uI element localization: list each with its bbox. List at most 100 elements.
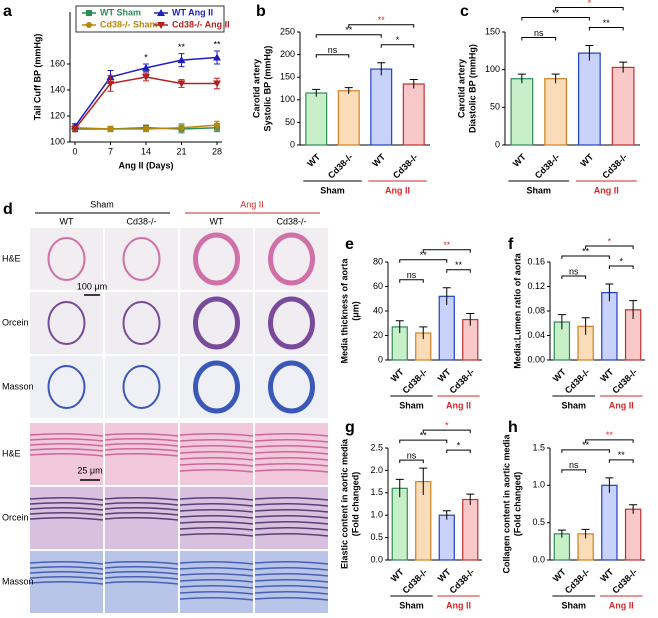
column-label: Cd38-/- bbox=[126, 216, 156, 226]
significance-label: ** bbox=[420, 431, 428, 441]
panel-letter: a bbox=[3, 3, 12, 20]
y-axis-label: Carotid artery bbox=[251, 59, 261, 118]
group-label: Ang II bbox=[594, 185, 619, 195]
image-tile bbox=[255, 356, 328, 418]
vessel-ring bbox=[122, 301, 161, 345]
bar bbox=[438, 295, 455, 361]
significance-label: * bbox=[588, 0, 592, 8]
y-tick-label: 250 bbox=[280, 26, 295, 36]
tissue-stripe bbox=[104, 432, 179, 437]
y-tick-label: 2.5 bbox=[370, 442, 383, 452]
row-label: H&E bbox=[2, 448, 21, 458]
x-tick-label: WT bbox=[598, 567, 615, 584]
row-label: Orcein bbox=[2, 317, 29, 327]
group-label: Ang II bbox=[609, 600, 634, 610]
bar bbox=[624, 508, 642, 561]
tissue-stripe bbox=[254, 456, 329, 461]
error-bar bbox=[581, 317, 590, 335]
significance-label: ns bbox=[328, 45, 338, 55]
significance-bracket bbox=[585, 439, 634, 443]
row-label: H&E bbox=[2, 253, 21, 263]
x-tick-label: WT bbox=[598, 367, 615, 384]
x-axis-label: Ang II (Days) bbox=[118, 160, 173, 170]
significance-bracket bbox=[555, 7, 624, 11]
y-axis-label: (μm) bbox=[350, 301, 360, 321]
error-bar bbox=[395, 478, 404, 498]
tissue-stripe bbox=[29, 452, 104, 457]
y-tick-label: 0.5 bbox=[532, 517, 545, 527]
y-tick-label: 100 bbox=[280, 94, 295, 104]
y-tick-label: 0 bbox=[495, 139, 500, 149]
x-tick-label: WT bbox=[436, 567, 453, 584]
error-bar bbox=[344, 87, 353, 94]
error-bar bbox=[585, 45, 594, 61]
x-tick-label: WT bbox=[436, 367, 453, 384]
panel-letter: b bbox=[256, 3, 266, 20]
panel-letter: f bbox=[508, 236, 514, 253]
image-tile bbox=[180, 228, 253, 290]
tissue-stripe bbox=[254, 508, 329, 513]
y-tick-label: 0.0 bbox=[370, 554, 383, 564]
y-tick-label: 20 bbox=[373, 330, 383, 340]
group-label: Ang II bbox=[609, 400, 634, 410]
significance-bracket bbox=[348, 24, 415, 28]
legend-label: WT Ang II bbox=[172, 7, 213, 17]
significance-bracket bbox=[446, 449, 471, 454]
image-tile bbox=[255, 551, 328, 613]
image-tile bbox=[180, 423, 253, 485]
data-point bbox=[177, 56, 186, 64]
y-tick-label: 1.5 bbox=[532, 442, 545, 452]
tissue-stripe bbox=[254, 462, 329, 467]
x-tick-label: WT bbox=[551, 367, 568, 384]
x-tick-label: WT bbox=[551, 567, 568, 584]
legend-marker bbox=[157, 9, 165, 16]
tissue-stripe bbox=[179, 508, 254, 513]
tissue-stripe bbox=[104, 570, 179, 575]
image-tile bbox=[180, 292, 253, 354]
group-label: Sham bbox=[90, 199, 114, 209]
error-bar bbox=[557, 314, 566, 330]
bar bbox=[510, 78, 534, 146]
x-tick-label: WT bbox=[389, 367, 406, 384]
group-label: Sham bbox=[561, 400, 586, 410]
scale-label: 100 μm bbox=[77, 281, 107, 291]
y-tick-label: 140 bbox=[50, 84, 65, 94]
y-tick-label: 100 bbox=[50, 136, 65, 146]
significance-bracket bbox=[561, 449, 610, 453]
row-label: Orcein bbox=[2, 512, 29, 522]
x-tick-label: WT bbox=[389, 567, 406, 584]
tissue-stripe bbox=[179, 526, 254, 531]
vessel-ring bbox=[122, 237, 161, 281]
image-tile bbox=[255, 423, 328, 485]
data-point bbox=[107, 126, 114, 132]
vessel-ring bbox=[122, 365, 161, 409]
group-label: Sham bbox=[399, 600, 424, 610]
y-tick-label: 100 bbox=[485, 64, 500, 74]
tissue-stripe bbox=[29, 575, 104, 580]
data-point bbox=[71, 126, 79, 133]
x-tick-label: 21 bbox=[176, 146, 186, 156]
tissue-stripe bbox=[29, 516, 104, 521]
significance-bracket bbox=[588, 27, 624, 31]
data-point bbox=[214, 122, 220, 129]
vessel-ring bbox=[47, 301, 86, 345]
significance-label: * bbox=[445, 421, 449, 431]
data-point bbox=[213, 80, 221, 88]
significance-label: * bbox=[457, 441, 461, 451]
y-axis-label: Collagen content in aortic media bbox=[501, 434, 511, 574]
significance-label: ** bbox=[443, 240, 451, 250]
significance-label: ns bbox=[569, 266, 579, 276]
tissue-stripe bbox=[179, 462, 254, 467]
error-bar bbox=[551, 73, 560, 84]
tissue-stripe bbox=[254, 596, 329, 601]
tissue-stripe bbox=[179, 456, 254, 461]
x-tick-label: WT bbox=[511, 152, 528, 169]
significance-label: ** bbox=[582, 440, 590, 450]
y-axis-label: Systolic BP (mmHg) bbox=[262, 46, 272, 132]
error-bar bbox=[419, 326, 428, 340]
bar bbox=[438, 514, 455, 561]
significance-label: ns bbox=[569, 460, 579, 470]
significance-label: * bbox=[608, 236, 612, 246]
y-tick-label: 0.12 bbox=[527, 281, 545, 291]
y-tick-label: 40 bbox=[373, 305, 383, 315]
